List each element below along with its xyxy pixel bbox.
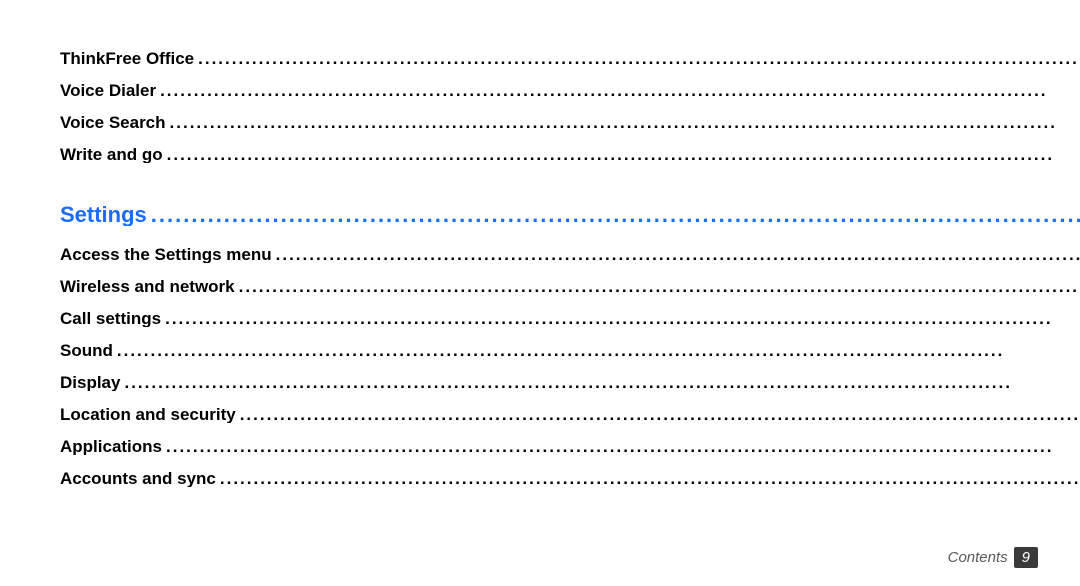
toc-entry-label: Call settings xyxy=(60,310,165,327)
toc-entry-label: Voice Search xyxy=(60,114,170,131)
toc-item-entry[interactable]: Display.................................… xyxy=(60,374,1080,391)
toc-leader-dots: ........................................… xyxy=(166,438,1080,455)
toc-leader-dots: ........................................… xyxy=(160,82,1080,99)
toc-leader-dots: ........................................… xyxy=(151,204,1080,226)
toc-leader-dots: ........................................… xyxy=(167,146,1080,163)
footer-page-number: 9 xyxy=(1014,547,1038,568)
toc-entry-label: Applications xyxy=(60,438,166,455)
toc-entry-label: Location and security xyxy=(60,406,240,423)
toc-entry-label: Sound xyxy=(60,342,117,359)
toc-section-entry[interactable]: Settings................................… xyxy=(60,204,1080,226)
toc-leader-dots: ........................................… xyxy=(220,470,1080,487)
toc-item-entry[interactable]: Write and go............................… xyxy=(60,146,1080,163)
toc-item-entry[interactable]: Access the Settings menu................… xyxy=(60,246,1080,263)
page-footer: Contents 9 xyxy=(948,547,1038,568)
toc-leader-dots: ........................................… xyxy=(117,342,1080,359)
toc-entry-label: Wireless and network xyxy=(60,278,239,295)
toc-leader-dots: ........................................… xyxy=(165,310,1080,327)
toc-page: ThinkFree Office........................… xyxy=(0,0,1080,586)
toc-item-entry[interactable]: ThinkFree Office........................… xyxy=(60,50,1080,67)
toc-entry-label: Display xyxy=(60,374,124,391)
toc-entry-label: ThinkFree Office xyxy=(60,50,198,67)
toc-item-entry[interactable]: Voice Dialer............................… xyxy=(60,82,1080,99)
toc-entry-label: Write and go xyxy=(60,146,167,163)
toc-entry-label: Accounts and sync xyxy=(60,470,220,487)
toc-entry-label: Voice Dialer xyxy=(60,82,160,99)
toc-item-entry[interactable]: Voice Search............................… xyxy=(60,114,1080,131)
toc-leader-dots: ........................................… xyxy=(276,246,1080,263)
toc-column-left: ThinkFree Office........................… xyxy=(60,50,1080,586)
toc-entry-label: Settings xyxy=(60,204,151,226)
toc-item-entry[interactable]: Sound...................................… xyxy=(60,342,1080,359)
toc-leader-dots: ........................................… xyxy=(170,114,1080,131)
toc-entry-label: Access the Settings menu xyxy=(60,246,276,263)
toc-leader-dots: ........................................… xyxy=(198,50,1080,67)
toc-leader-dots: ........................................… xyxy=(124,374,1080,391)
toc-item-entry[interactable]: Location and security...................… xyxy=(60,406,1080,423)
toc-item-entry[interactable]: Applications............................… xyxy=(60,438,1080,455)
toc-leader-dots: ........................................… xyxy=(239,278,1080,295)
toc-item-entry[interactable]: Wireless and network....................… xyxy=(60,278,1080,295)
toc-item-entry[interactable]: Accounts and sync.......................… xyxy=(60,470,1080,487)
footer-label: Contents xyxy=(948,549,1008,566)
toc-leader-dots: ........................................… xyxy=(240,406,1080,423)
toc-item-entry[interactable]: Call settings...........................… xyxy=(60,310,1080,327)
